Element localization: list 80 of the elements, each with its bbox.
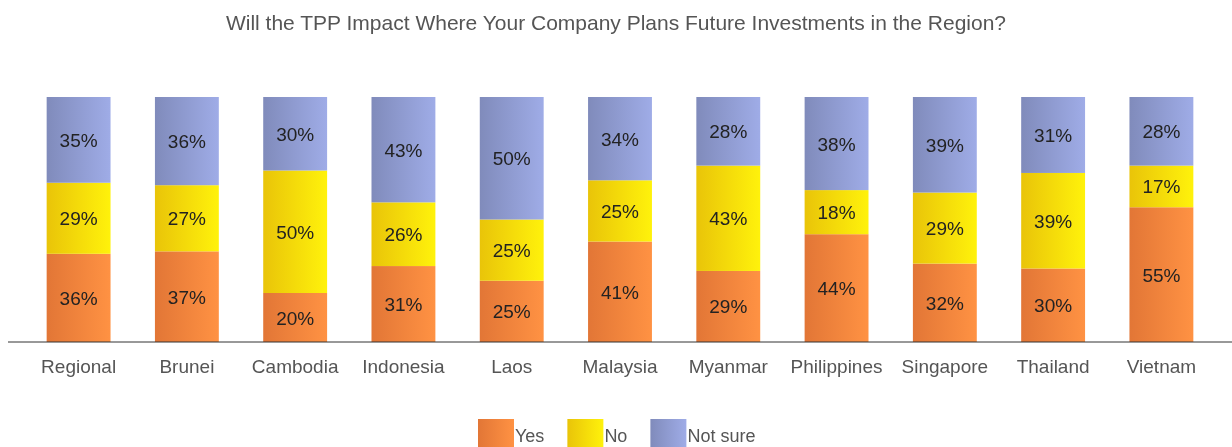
data-label: 31% [384,294,423,316]
bar [1129,97,1194,166]
data-label: 39% [1034,210,1073,232]
bar [1021,97,1086,173]
bar [1129,207,1194,342]
x-tick-label: Cambodia [251,356,339,378]
data-label: 29% [59,208,98,230]
data-label: 38% [817,133,856,155]
data-label: 55% [1142,264,1181,286]
data-label: 35% [59,129,98,151]
data-label: 44% [817,278,856,300]
bar [588,97,652,181]
x-tick-label: Thailand [1016,356,1090,378]
data-label: 26% [384,224,423,246]
bar [696,97,761,166]
bar [912,97,977,193]
bar [804,190,869,235]
data-label: 43% [384,139,423,161]
data-label: 25% [600,200,640,222]
data-label: 29% [925,218,964,240]
x-tick-label: Singapore [901,356,989,378]
bar [479,97,544,220]
x-tick-label: Philippines [790,356,883,378]
bar [696,270,761,342]
bar [46,97,111,183]
bar [588,241,652,342]
data-label: 30% [276,123,315,145]
data-label: 20% [276,307,315,329]
bar [912,192,977,264]
x-tick-label: Regional [41,356,117,378]
data-label: 30% [1034,295,1073,317]
data-label: 31% [1034,124,1073,146]
chart-title: Will the TPP Impact Where Your Company Plans Future Investments in the Region? [225,11,1007,34]
x-tick-label: Brunei [159,356,215,378]
x-tick-label: Myanmar [688,356,769,378]
data-label: 37% [167,286,206,308]
bar [588,180,652,242]
bar [154,185,219,252]
bar [1129,165,1194,208]
x-tick-label: Malaysia [582,356,658,378]
bar [479,280,544,342]
bar [46,253,111,342]
legend-label: Yes [515,426,545,446]
data-label: 28% [709,121,748,143]
bar [804,234,869,342]
bar [371,97,436,203]
bar [1021,172,1086,269]
x-tick-label: Vietnam [1126,356,1197,378]
x-tick-label: Indonesia [362,356,446,378]
data-label: 25% [492,301,531,323]
bar [263,170,328,293]
data-label: 25% [492,240,531,262]
data-label: 50% [276,221,315,243]
data-label: 34% [600,128,640,150]
legend-label: No [604,426,628,446]
bar [263,97,328,171]
bar [912,263,977,342]
bar [479,219,544,281]
data-label: 17% [1142,176,1181,198]
bar [46,182,111,254]
data-label: 36% [59,287,98,309]
data-label: 27% [167,208,206,230]
data-label: 29% [709,296,748,318]
data-label: 32% [925,292,964,314]
bar [154,251,219,342]
bar [371,266,436,342]
data-label: 18% [817,202,856,224]
data-label: 50% [492,148,531,170]
data-label: 36% [167,131,206,153]
data-label: 41% [600,281,640,303]
legend-label: Not sure [687,426,756,446]
data-label: 39% [925,134,964,156]
bar [804,97,869,191]
bar [696,165,761,271]
bar [1021,268,1086,342]
bar [371,202,436,267]
bar [154,97,219,186]
data-label: 28% [1142,121,1181,143]
x-tick-label: Laos [491,356,533,378]
data-label: 43% [709,208,748,230]
